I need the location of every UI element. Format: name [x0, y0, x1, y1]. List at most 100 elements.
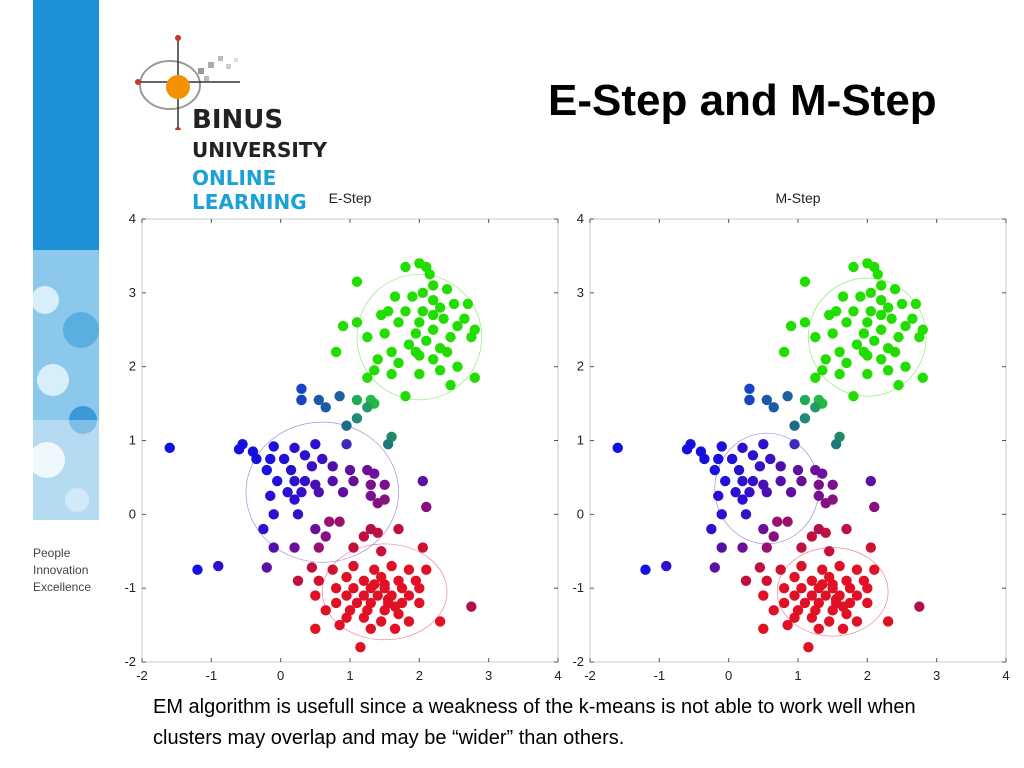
data-point [337, 320, 349, 332]
data-point [469, 372, 480, 383]
data-point [900, 361, 911, 372]
data-point [389, 291, 401, 302]
data-point [824, 616, 835, 627]
x-tick-label: 0 [277, 668, 284, 683]
data-point [830, 306, 842, 317]
data-point [837, 623, 849, 634]
data-point [403, 339, 415, 350]
data-point [379, 579, 390, 590]
data-point [844, 582, 856, 594]
component-contour [356, 274, 483, 401]
data-point [365, 479, 376, 490]
data-point [348, 475, 359, 487]
data-point [327, 461, 338, 472]
data-point [799, 394, 811, 406]
data-point [778, 346, 790, 358]
data-point [869, 564, 880, 575]
data-point [865, 542, 876, 553]
data-point [758, 590, 769, 601]
data-point [289, 494, 300, 505]
data-point [330, 346, 342, 358]
data-point [358, 575, 370, 586]
data-point [421, 564, 432, 575]
data-point [785, 320, 797, 332]
data-point [754, 461, 766, 472]
data-point [796, 560, 807, 572]
y-tick-label: 3 [577, 285, 584, 300]
x-tick-label: 4 [1002, 668, 1009, 683]
data-point [796, 475, 807, 487]
data-point [372, 527, 383, 538]
data-point [414, 317, 425, 328]
data-point [348, 560, 359, 572]
data-point [709, 562, 720, 573]
data-point [893, 331, 904, 343]
data-point [799, 317, 811, 328]
data-point [900, 320, 911, 332]
x-tick-label: 3 [933, 668, 940, 683]
data-point [261, 464, 272, 476]
data-point [348, 582, 359, 594]
data-point [358, 531, 370, 542]
data-point [851, 339, 863, 350]
data-point [414, 582, 425, 594]
data-point [785, 486, 797, 498]
data-point [827, 479, 838, 490]
data-point [914, 601, 925, 612]
data-point [640, 564, 651, 575]
data-point [848, 306, 859, 317]
data-point [862, 597, 873, 609]
data-point [813, 479, 824, 490]
data-point [858, 328, 870, 339]
data-point [313, 575, 324, 586]
data-point [789, 612, 800, 623]
data-point [459, 313, 470, 324]
data-point [706, 523, 717, 535]
data-point [737, 542, 748, 553]
data-point [789, 571, 800, 583]
data-point [737, 442, 748, 454]
data-point [233, 444, 245, 455]
data-point [320, 605, 331, 616]
data-point [716, 542, 727, 553]
data-point [407, 291, 418, 302]
data-point [428, 324, 439, 335]
data-point [386, 346, 397, 358]
data-point [876, 295, 887, 306]
data-point [876, 354, 887, 365]
data-point [386, 368, 397, 380]
data-point [417, 287, 428, 299]
data-point [768, 402, 779, 413]
data-point [341, 571, 352, 583]
x-tick-label: -2 [136, 668, 148, 683]
data-point [389, 623, 401, 634]
data-point [310, 438, 321, 450]
x-tick-label: 1 [346, 668, 353, 683]
data-point [806, 590, 818, 601]
data-point [393, 357, 404, 369]
data-point [403, 564, 415, 575]
data-point [862, 317, 873, 328]
data-point [893, 379, 904, 391]
data-point [882, 616, 894, 627]
data-point [713, 453, 724, 465]
data-point [837, 291, 849, 302]
tagline-line: Excellence [33, 580, 92, 594]
x-tick-label: 3 [485, 668, 492, 683]
data-point [310, 590, 321, 601]
data-point [820, 590, 831, 601]
data-point [462, 298, 474, 310]
x-tick-label: 4 [554, 668, 561, 683]
data-point [268, 542, 279, 553]
data-point [851, 616, 863, 627]
data-point [851, 564, 863, 575]
data-point [747, 475, 759, 487]
data-point [213, 560, 224, 572]
data-point [758, 438, 769, 450]
chart-title: E-Step [329, 190, 372, 206]
data-point [299, 475, 311, 487]
data-point [820, 498, 831, 509]
data-point [417, 542, 428, 553]
logo-line-3: ONLINE [192, 166, 277, 190]
data-point [737, 475, 748, 487]
